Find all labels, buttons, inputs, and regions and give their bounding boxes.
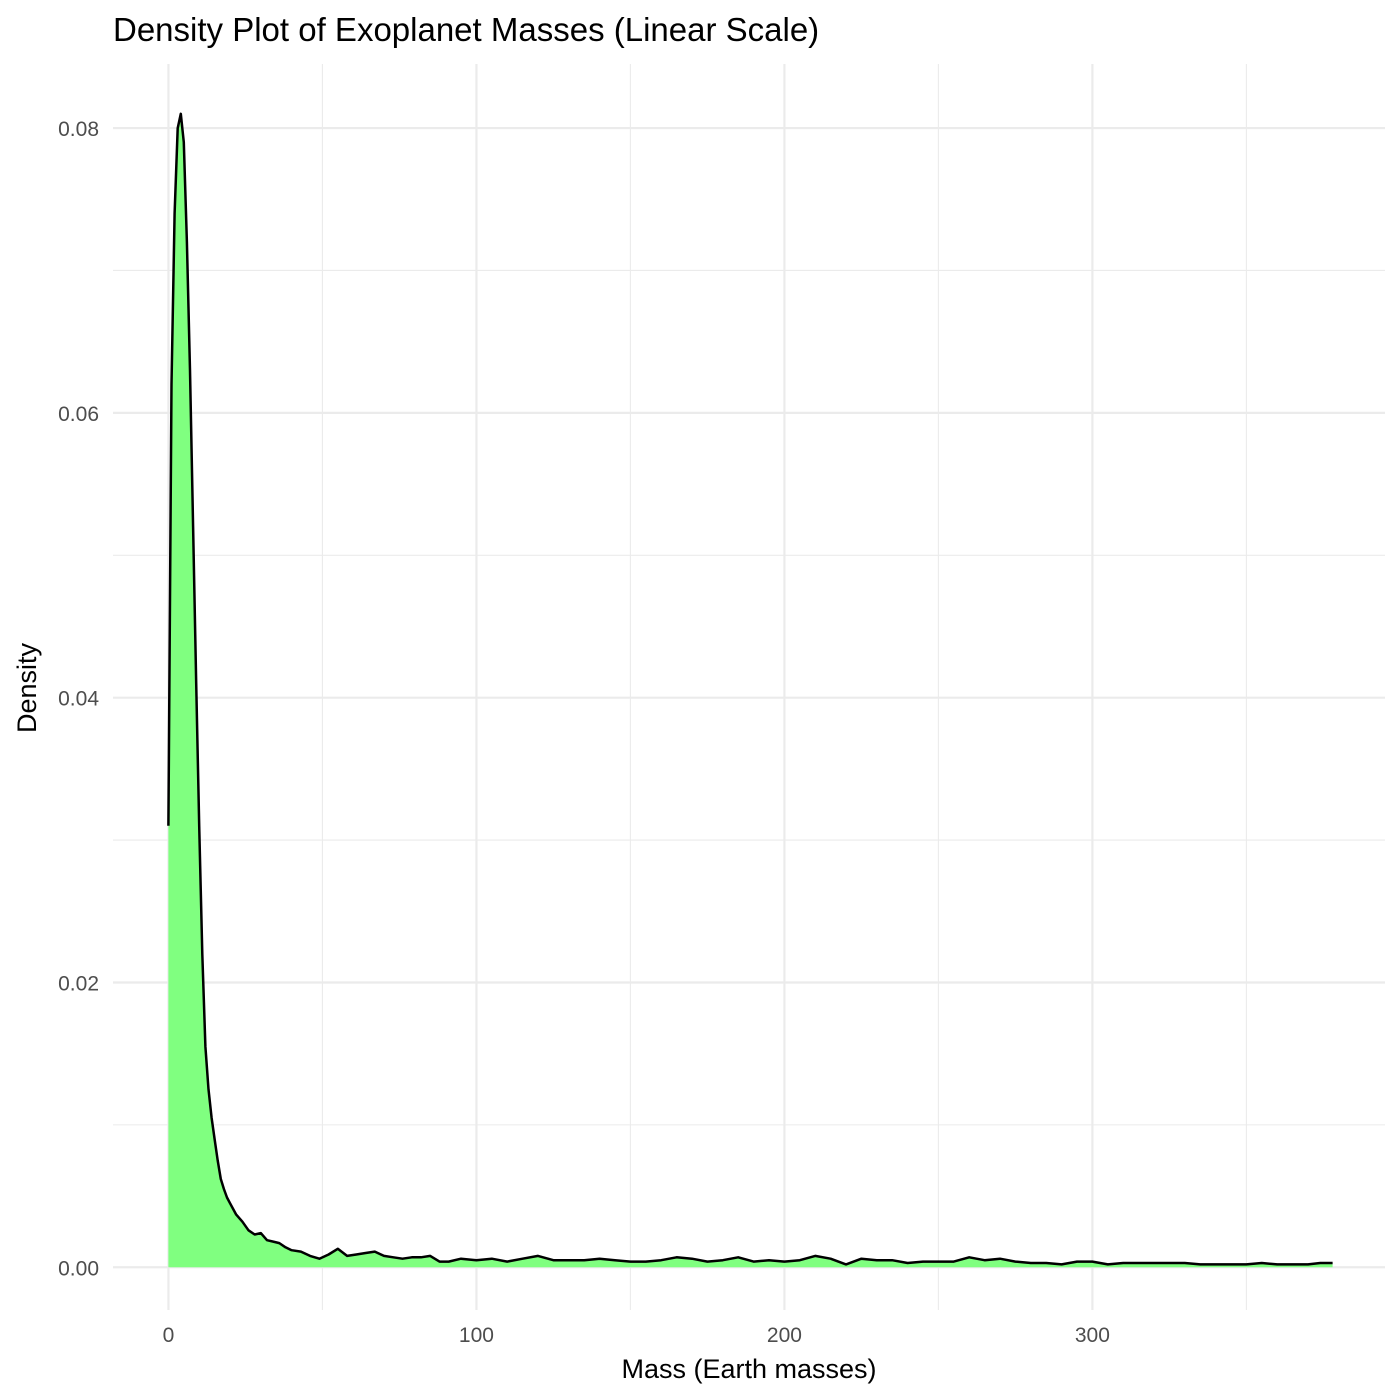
y-tick-label: 0.08 <box>58 118 99 141</box>
major-gridlines <box>113 64 1385 1310</box>
x-axis-tick-labels: 0 100 200 300 <box>163 1324 1110 1347</box>
x-tick-label: 200 <box>767 1324 802 1347</box>
x-tick-label: 0 <box>163 1324 175 1347</box>
y-tick-label: 0.04 <box>58 688 99 711</box>
y-axis-tick-labels: 0.00 0.02 0.04 0.06 0.08 <box>58 118 99 1280</box>
minor-gridlines <box>113 64 1385 1310</box>
x-tick-label: 300 <box>1075 1324 1110 1347</box>
density-line <box>167 112 1333 1266</box>
y-tick-label: 0.06 <box>58 403 99 426</box>
y-axis-title: Density <box>12 642 42 733</box>
x-tick-label: 100 <box>459 1324 494 1347</box>
y-tick-label: 0.02 <box>58 972 99 995</box>
x-axis-title: Mass (Earth masses) <box>621 1354 876 1384</box>
y-tick-label: 0.00 <box>58 1257 99 1280</box>
chart-title: Density Plot of Exoplanet Masses (Linear… <box>113 11 819 48</box>
